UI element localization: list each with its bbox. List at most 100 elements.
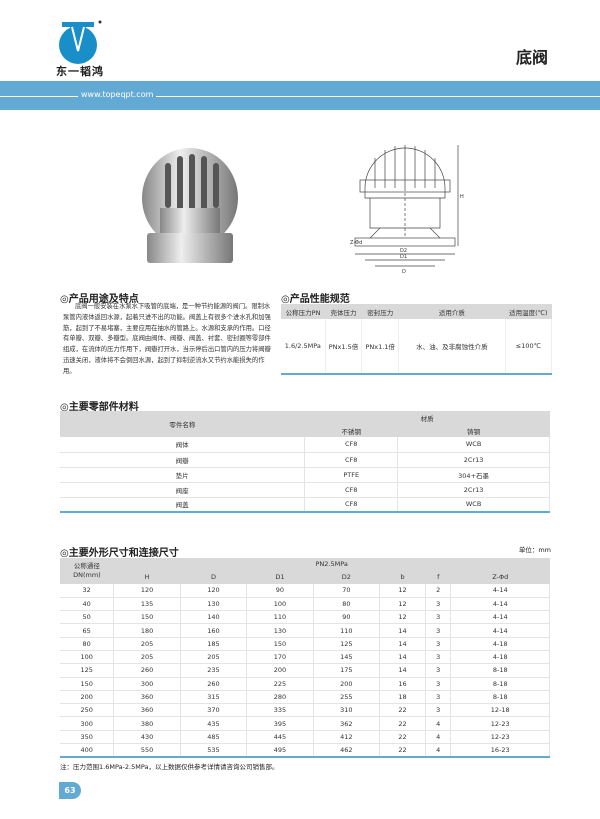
table-cell: 205 [180, 650, 248, 665]
table-cell: 4-14 [450, 597, 550, 612]
table-cell: 14 [379, 637, 427, 651]
table-cell: 175 [313, 663, 381, 678]
table-cell: 110 [313, 623, 381, 638]
table-cell: 370 [180, 703, 248, 718]
table-row: 150 300 260 225 200 16 3 8-18 [60, 677, 550, 691]
table-cell: 255 [313, 690, 381, 705]
table-cell: 125 [60, 663, 115, 678]
table-cell: 4-14 [450, 623, 550, 638]
table-cell: 335 [246, 703, 314, 718]
col-header: f [425, 571, 451, 584]
table-row: 300 380 435 395 362 22 4 12-23 [60, 716, 550, 731]
table-cell: 110 [246, 610, 314, 625]
table-cell: 80 [60, 637, 115, 651]
table-cell: 3 [425, 610, 452, 625]
table-row: 350 430 485 445 412 22 4 12-23 [60, 730, 550, 745]
spec-value: 1.6/2.5MPa [281, 319, 326, 374]
table-cell: CF8 [304, 452, 399, 468]
label-d1: D1 [400, 254, 407, 260]
spec-value: ≤100℃ [505, 319, 553, 374]
spec-header: 公称压力PN [281, 304, 326, 319]
usage-description: 底阀一般安装在水泵水下吸管的底端，是一种节约能源的阀门。限制水泵管内液体返回水源… [63, 303, 271, 375]
table-cell: 3 [425, 650, 452, 665]
col-header: D [180, 571, 247, 584]
table-cell: 300 [113, 677, 181, 691]
materials-title: ◎主要零部件材料 [60, 402, 139, 413]
col-header: 铸钢 [397, 424, 550, 437]
table-cell: 3 [425, 690, 452, 705]
materials-table: 零件名称 材质 不锈钢 铸钢 阀体 CF8 WCB 阀瓣 CF8 2Cr13 垫片 PTFE 304… [60, 411, 550, 513]
table-row: 阀体 CF8 WCB [60, 437, 550, 453]
table-cell: 430 [113, 730, 181, 745]
table-row: 垫片 PTFE 304+石墨 [60, 467, 550, 483]
table-cell: 3 [425, 637, 452, 651]
table-row: 50 150 140 110 90 12 3 4-14 [60, 610, 550, 625]
col-header: H [113, 571, 181, 584]
table-cell: 32 [60, 584, 115, 598]
footnote: 注：压力范围1.6MPa-2.5MPa，以上数据仅供参考详情请咨询公司销售部。 [60, 763, 279, 771]
table-row: 阀瓣 CF8 2Cr13 [60, 452, 550, 468]
table-cell: 260 [113, 663, 181, 678]
table-cell: 445 [246, 730, 314, 745]
label-d: D [402, 269, 406, 275]
table-row: 100 205 205 170 145 14 3 4-18 [60, 650, 550, 665]
table-row: 200 360 315 280 255 18 3 8-18 [60, 690, 550, 705]
usage-title: ◎产品用途及特点 [60, 294, 139, 305]
table-cell: CF8 [304, 497, 399, 513]
col-header: PN2.5MPa [113, 558, 550, 571]
table-cell: 2Cr13 [397, 452, 550, 468]
table-cell: 362 [313, 716, 381, 731]
col-header: b [379, 571, 426, 584]
table-cell: 160 [180, 623, 248, 638]
table-cell: 22 [379, 716, 427, 731]
table-cell: 135 [113, 597, 181, 612]
table-cell: 150 [113, 610, 181, 625]
table-row: 125 260 235 200 175 14 3 8-18 [60, 663, 550, 678]
dimensions-table: 公称通径 DN(mm) PN2.5MPa H D D1 D2 b f Z-Φd 32 120 120… [60, 558, 550, 758]
table-cell: 535 [180, 743, 248, 758]
table-row: 40 135 130 100 80 12 3 4-14 [60, 597, 550, 612]
table-cell: 4 [425, 716, 452, 731]
table-cell: 4 [425, 730, 452, 745]
header-band: www.topeqpt.com [0, 81, 600, 110]
table-cell: 300 [60, 716, 115, 731]
table-row: 250 360 370 335 310 22 3 12-18 [60, 703, 550, 718]
table-cell: 12-23 [450, 716, 550, 731]
table-cell: 495 [246, 743, 314, 758]
table-cell: 4-14 [450, 610, 550, 625]
label-d2: D2 [400, 248, 407, 254]
table-cell: 120 [180, 584, 248, 598]
col-header: D2 [313, 571, 380, 584]
table-cell: 125 [313, 637, 381, 651]
table-cell: 4-14 [450, 584, 550, 598]
table-cell: 235 [180, 663, 248, 678]
table-cell: 120 [113, 584, 181, 598]
table-cell: 3 [425, 663, 452, 678]
table-cell: WCB [397, 497, 550, 513]
table-cell: 140 [180, 610, 248, 625]
col-header: D1 [246, 571, 314, 584]
table-row: 32 120 120 90 70 12 2 4-14 [60, 584, 550, 598]
col-header: 零件名称 [60, 411, 305, 437]
table-row: 80 205 185 150 125 14 3 4-18 [60, 637, 550, 651]
table-cell: 22 [379, 730, 427, 745]
table-cell: 90 [313, 610, 381, 625]
table-cell: PTFE [304, 467, 399, 483]
table-cell: 4-18 [450, 650, 550, 665]
table-cell: 100 [246, 597, 314, 612]
table-cell: 130 [246, 623, 314, 638]
table-cell: 12 [379, 610, 427, 625]
table-cell: 50 [60, 610, 115, 625]
table-cell: 145 [313, 650, 381, 665]
col-header: 公称通径 [73, 562, 100, 570]
table-cell: 14 [379, 623, 427, 638]
spec-header: 密封压力 [361, 304, 399, 319]
table-cell: 150 [246, 637, 314, 651]
table-cell: 150 [60, 677, 115, 691]
table-cell: 80 [313, 597, 381, 612]
table-cell: 3 [425, 597, 452, 612]
spec-header: 适用温度(℃) [505, 304, 552, 319]
table-cell: 185 [180, 637, 248, 651]
website-url[interactable]: www.topeqpt.com [78, 90, 157, 99]
table-cell: 462 [313, 743, 381, 758]
